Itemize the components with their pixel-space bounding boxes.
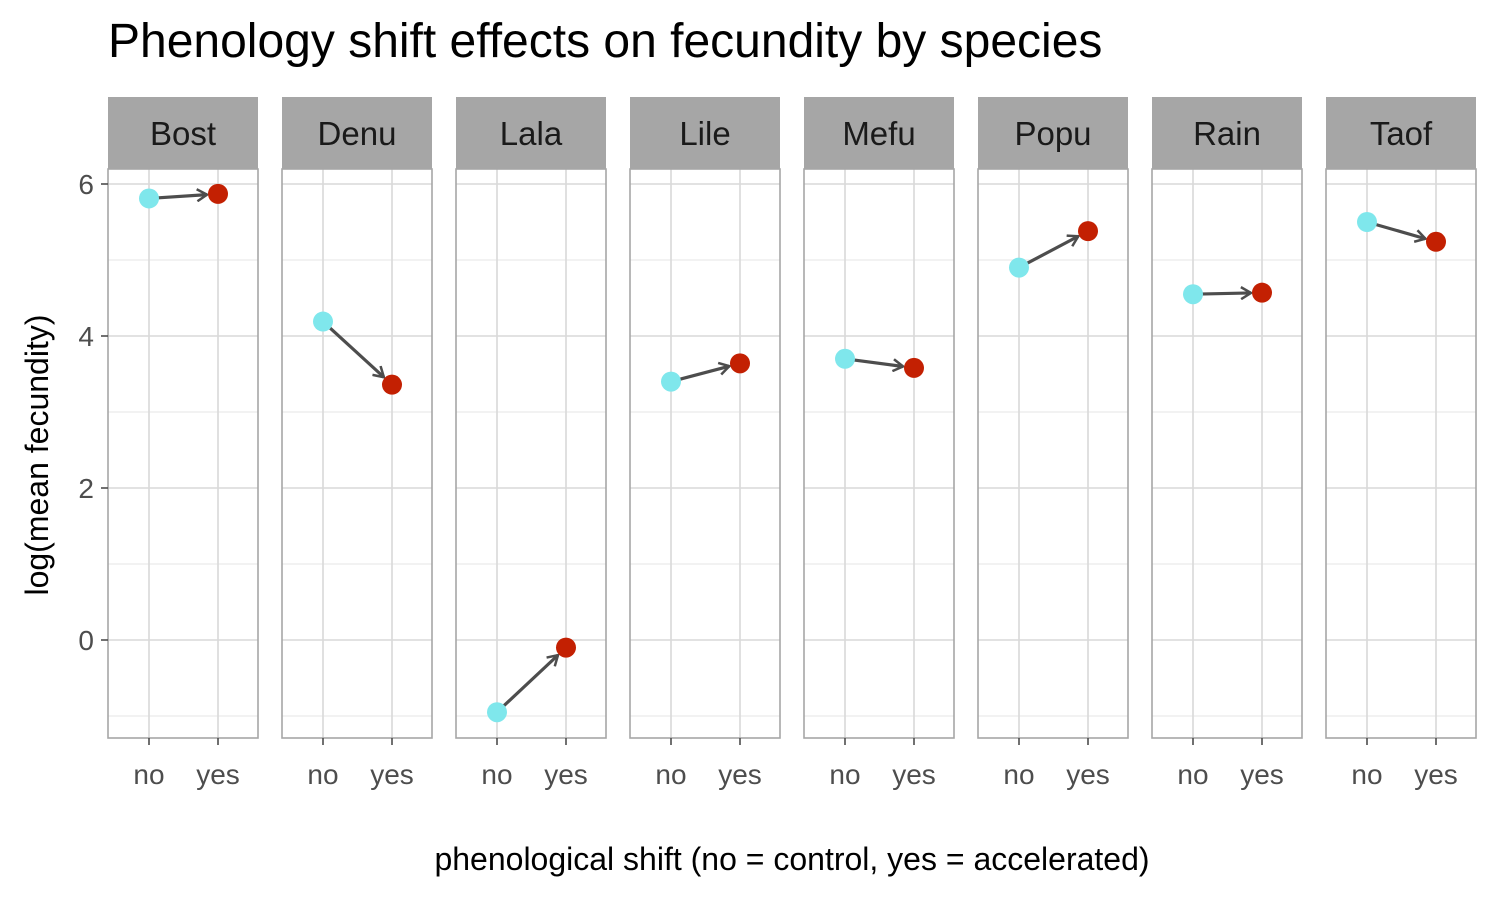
x-tick-label: no [307,759,338,790]
facet-strip [630,97,780,169]
point-no [661,371,681,392]
panel-background [456,169,606,738]
x-tick-label: no [481,759,512,790]
facet-label: Lile [679,115,730,152]
point-yes [1252,282,1272,303]
facet-strip [978,97,1128,169]
y-tick-label: 0 [78,625,94,656]
facet-panel-bost: Bost no yes [107,97,259,790]
point-yes [730,353,750,374]
panel-background [630,169,780,738]
facet-strip [282,97,432,169]
facet-label: Mefu [842,115,915,152]
x-tick-label: yes [1414,759,1458,790]
y-tick-label: 2 [78,473,94,504]
point-no [313,311,333,332]
x-tick-label: no [655,759,686,790]
point-no [1009,257,1029,278]
facet-label: Taof [1370,115,1433,152]
facet-panel-lala: Lala no yes [455,97,607,790]
panel-background [108,169,258,738]
point-no [1183,284,1203,305]
x-tick-label: no [1177,759,1208,790]
point-no [487,702,507,723]
facet-strip [1326,97,1476,169]
facet-panel-popu: Popu no yes [977,97,1129,790]
point-no [139,188,159,209]
point-yes [1426,231,1446,252]
x-axis-title: phenological shift (no = control, yes = … [434,841,1149,877]
x-tick-label: no [1351,759,1382,790]
facet-panel-rain: Rain no yes [1151,97,1303,790]
point-no [1357,212,1377,232]
point-yes [556,637,576,658]
panel-background [1152,169,1302,738]
chart-title: Phenology shift effects on fecundity by … [108,15,1103,68]
facet-strip [108,97,258,169]
point-yes [1078,221,1098,242]
x-tick-label: yes [544,759,588,790]
y-axis-title: log(mean fecundity) [19,314,55,595]
x-tick-label: yes [892,759,936,790]
facet-label: Denu [318,115,397,152]
facet-strip [1152,97,1302,169]
point-yes [904,357,924,378]
x-tick-label: yes [370,759,414,790]
shift-arrow [1018,236,1078,270]
panel-background [978,169,1128,738]
facet-label: Bost [150,115,216,152]
point-yes [208,183,228,204]
shift-arrow [495,655,558,714]
x-tick-label: no [1003,759,1034,790]
facet-panel-lile: Lile no yes [629,97,781,790]
facet-panel-mefu: Mefu no yes [803,97,955,790]
x-tick-label: no [133,759,164,790]
shift-arrow [1366,220,1425,239]
x-tick-label: yes [1066,759,1110,790]
facet-panel-taof: Taof no yes [1325,97,1477,790]
x-tick-label: no [829,759,860,790]
facet-strip [456,97,606,169]
y-tick-label: 4 [78,321,94,352]
facet-strip [804,97,954,169]
shift-arrow [670,366,729,384]
x-tick-label: yes [718,759,762,790]
shift-arrow [321,320,384,378]
x-tick-label: yes [1240,759,1284,790]
point-yes [382,374,402,395]
y-tick-label: 6 [78,169,94,200]
facet-label: Lala [500,115,563,152]
facet-panel-denu: Denu no yes [281,97,433,790]
panel-background [804,169,954,738]
facet-label: Rain [1193,115,1261,152]
point-no [835,348,855,369]
panel-background [282,169,432,738]
panel-background [1326,169,1476,738]
facet-label: Popu [1014,115,1091,152]
x-tick-label: yes [196,759,240,790]
